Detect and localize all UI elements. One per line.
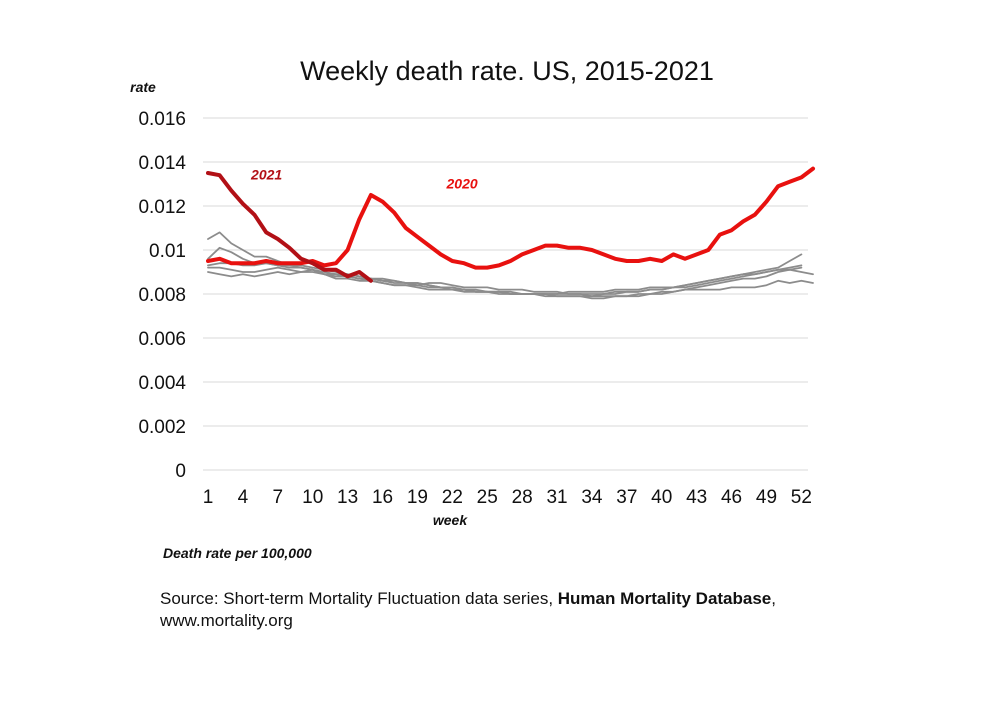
y-tick-label: 0.002 [138,417,186,438]
y-axis-label: rate [130,79,156,95]
y-tick-labels: 0 0.002 0.004 0.006 0.008 0.01 0.012 0.014 0.016 [138,109,186,482]
y-tick-label: 0.01 [149,241,186,262]
y-tick-label: 0.014 [138,153,186,174]
x-tick-label: 10 [302,487,323,508]
x-tick-label: 40 [651,487,672,508]
series-lines [206,166,815,300]
x-tick-label: 1 [203,487,214,508]
source-suffix: , [771,589,776,608]
x-tick-label: 13 [337,487,358,508]
x-tick-label: 4 [238,487,249,508]
x-tick-label: 37 [616,487,637,508]
y-tick-label: 0.016 [138,109,186,130]
x-tick-label: 28 [512,487,533,508]
x-tick-labels: 1 4 7 10 13 16 19 22 25 28 31 34 37 40 43 46 49 52 [203,487,812,508]
series-line-2021 [206,171,373,283]
x-tick-label: 43 [686,487,707,508]
x-tick-label: 7 [273,487,284,508]
x-tick-label: 46 [721,487,742,508]
y-tick-label: 0.004 [138,373,186,394]
x-tick-label: 34 [581,487,603,508]
series-line-gray-2 [207,262,803,298]
y-tick-label: 0 [175,461,186,482]
source-prefix: Source: Short-term Mortality Fluctuation… [160,589,558,608]
x-tick-label: 22 [442,487,463,508]
x-tick-label: 19 [407,487,428,508]
x-tick-label: 52 [791,487,812,508]
source-url: www.mortality.org [160,611,293,630]
x-tick-label: 31 [546,487,567,508]
chart-title: Weekly death rate. US, 2015-2021 [300,56,714,86]
x-tick-label: 49 [756,487,777,508]
series-label-2020: 2020 [446,175,478,191]
series-label-2021: 2021 [250,167,282,183]
x-tick-label: 25 [477,487,498,508]
x-tick-label: 16 [372,487,393,508]
source-database: Human Mortality Database [557,589,772,608]
series-line-gray-1 [207,246,803,295]
y-tick-label: 0.006 [138,329,186,350]
x-axis-label: week [433,512,468,528]
series-labels: 2021 2020 [250,167,478,192]
footnote: Death rate per 100,000 [163,545,312,561]
series-line-2020 [206,166,815,270]
y-tick-label: 0.008 [138,285,186,306]
y-tick-label: 0.012 [138,197,186,218]
weekly-death-rate-chart: Weekly death rate. US, 2015-2021 rate we… [130,56,815,528]
source-note: Source: Short-term Mortality Fluctuation… [160,588,880,632]
